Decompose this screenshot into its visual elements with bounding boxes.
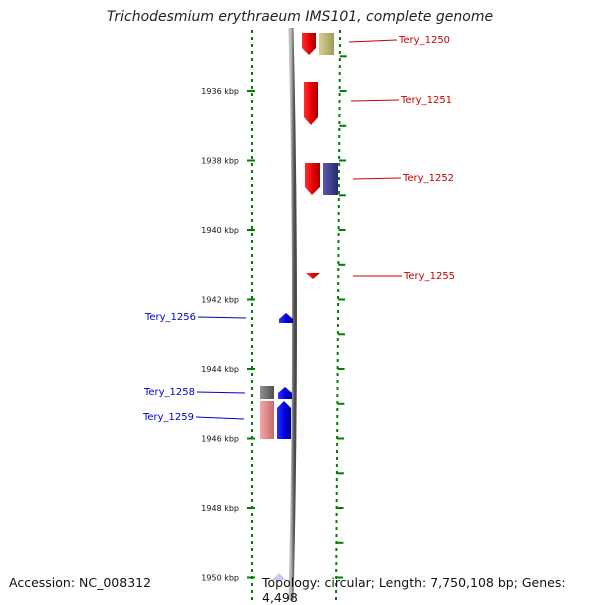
tick-label: 1938 kbp: [201, 157, 239, 166]
gene-tery-1256-arrow[interactable]: [279, 313, 293, 323]
minor-tick: [336, 507, 344, 509]
map-title: Trichodesmium erythraeum IMS101, complet…: [106, 9, 494, 25]
major-tick: [247, 576, 255, 579]
feature-gray-1258[interactable]: [260, 386, 274, 399]
major-tick: [247, 368, 255, 370]
minor-tick: [338, 298, 346, 301]
minor-tick: [337, 437, 345, 440]
major-tick: [247, 437, 255, 440]
minor-tick: [339, 124, 347, 127]
major-tick: [247, 229, 255, 231]
tick-label: 1942 kbp: [201, 296, 239, 305]
minor-tick: [339, 90, 347, 92]
minor-tick: [336, 541, 344, 544]
minor-tick: [338, 263, 346, 266]
genome-summary-text: Topology: circular; Length: 7,750,108 bp…: [262, 575, 566, 605]
gene-tery-1255-arrow[interactable]: [306, 273, 320, 279]
gene-tery-1259-arrow[interactable]: [277, 401, 291, 439]
minor-tick: [338, 229, 346, 231]
scale-ticks: 1936 kbp 1938 kbp 1940 kbp 1942 kbp 1944 kbp…: [201, 55, 347, 583]
minor-tick: [337, 368, 345, 370]
label-leaders: [195, 39, 402, 420]
minor-tick: [338, 194, 346, 197]
minor-tick: [336, 472, 344, 475]
major-tick: [247, 507, 255, 509]
gene-tery-1251-arrow[interactable]: [304, 82, 318, 125]
minor-tick: [336, 576, 344, 579]
gene-tery-1250-arrow[interactable]: [302, 33, 316, 55]
forward-strand-genes: [302, 33, 338, 279]
gene-label-tery-1259[interactable]: Tery_1259: [142, 412, 194, 423]
gene-label-tery-1252[interactable]: Tery_1252: [402, 173, 454, 184]
gene-tery-1252-arrow[interactable]: [305, 163, 320, 195]
tick-label: 1946 kbp: [201, 435, 239, 444]
gene-label-tery-1256[interactable]: Tery_1256: [144, 312, 196, 323]
tick-label: 1940 kbp: [201, 226, 239, 235]
gene-labels: Tery_1250 Tery_1251 Tery_1252 Tery_1255 …: [142, 35, 455, 423]
gene-label-tery-1258[interactable]: Tery_1258: [143, 387, 195, 398]
gene-label-tery-1255[interactable]: Tery_1255: [403, 271, 455, 282]
gene-label-tery-1251[interactable]: Tery_1251: [400, 95, 452, 106]
dotted-track-right: [335, 30, 341, 600]
major-tick: [247, 90, 255, 92]
tick-label: 1944 kbp: [201, 365, 239, 374]
tick-label: 1936 kbp: [201, 87, 239, 96]
accession-text: Accession: NC_008312: [9, 575, 152, 590]
tick-label: 1950 kbp: [201, 574, 239, 583]
feature-navy-1252[interactable]: [323, 163, 338, 195]
minor-tick: [337, 333, 345, 336]
dotted-track-left: [251, 30, 253, 600]
major-tick: [247, 298, 255, 301]
minor-tick: [339, 55, 347, 58]
feature-khaki-1250[interactable]: [319, 33, 334, 55]
feature-faint-bottom: [272, 573, 286, 580]
feature-pink-1259[interactable]: [260, 401, 274, 439]
gene-label-tery-1250[interactable]: Tery_1250: [398, 35, 450, 46]
minor-tick: [339, 159, 347, 162]
major-tick: [247, 159, 255, 162]
genome-backbone: [288, 27, 297, 600]
reverse-strand-genes: [260, 313, 293, 580]
minor-tick: [337, 402, 345, 405]
tick-label: 1948 kbp: [201, 504, 239, 513]
gene-tery-1258-arrow[interactable]: [278, 387, 292, 399]
